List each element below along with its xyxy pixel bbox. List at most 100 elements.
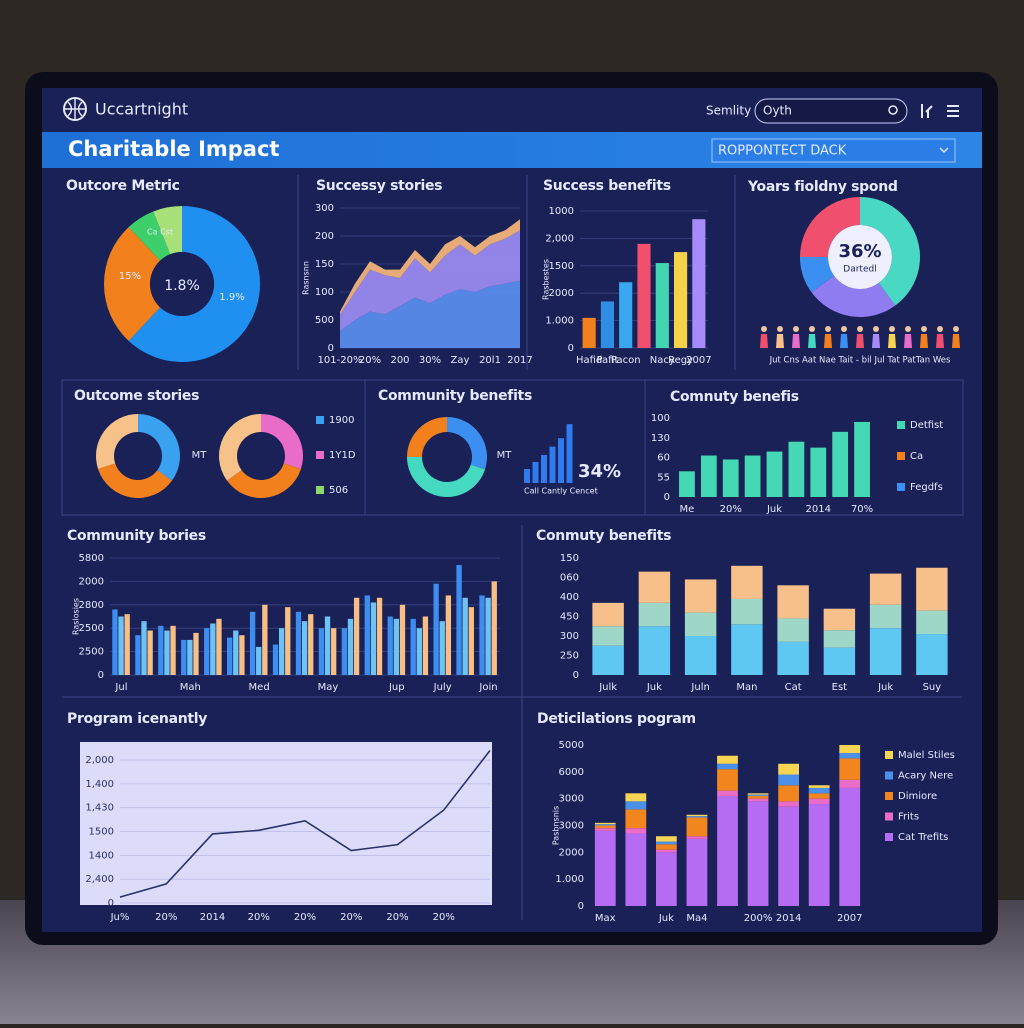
donut-slice bbox=[128, 211, 171, 261]
legend-swatch bbox=[885, 751, 893, 759]
bar-segment bbox=[717, 755, 738, 764]
chart-title: Deticilations pogram bbox=[537, 711, 696, 727]
share-icon[interactable] bbox=[921, 104, 933, 118]
bar-segment bbox=[778, 774, 799, 786]
bar-segment bbox=[747, 801, 769, 906]
annotation: 1.8% bbox=[164, 278, 200, 294]
x-tick-label: 2014 bbox=[200, 912, 225, 923]
line bbox=[119, 750, 491, 898]
y-tick-label: 1,400 bbox=[85, 779, 114, 790]
bar-segment bbox=[839, 758, 861, 780]
legend-label: Ca bbox=[910, 451, 923, 462]
donut-hole bbox=[150, 252, 214, 316]
person-head bbox=[841, 326, 847, 332]
search-box[interactable] bbox=[754, 98, 908, 124]
bar bbox=[301, 621, 308, 675]
search-icon[interactable] bbox=[888, 105, 898, 115]
bar bbox=[491, 581, 497, 675]
y-tick-label: 150 bbox=[560, 553, 579, 564]
x-tick-label: Pafit bbox=[596, 355, 618, 366]
donut-slice bbox=[800, 257, 835, 293]
bar bbox=[210, 623, 216, 675]
bar bbox=[485, 597, 491, 675]
bar-segment bbox=[625, 801, 647, 810]
donut-slice bbox=[800, 197, 860, 257]
legend-swatch bbox=[316, 486, 324, 494]
donut-slice bbox=[98, 463, 172, 498]
y-tick-label: 150 bbox=[315, 259, 334, 270]
x-tick-label: 20% bbox=[248, 912, 270, 923]
dropdown-caret[interactable] bbox=[939, 147, 949, 154]
x-tick-label: 30% bbox=[419, 355, 441, 366]
x-tick-label: 20l1 bbox=[479, 355, 501, 366]
search-label: Semlity bbox=[706, 104, 751, 118]
donut-slice bbox=[447, 417, 487, 470]
person-head bbox=[873, 326, 879, 332]
bar bbox=[582, 317, 596, 348]
x-tick-label: 200 bbox=[390, 355, 409, 366]
x-tick-label: 2007 bbox=[837, 913, 862, 924]
center-label: MT bbox=[192, 450, 208, 461]
y-tick-label: 1000 bbox=[549, 206, 574, 217]
bar bbox=[410, 618, 416, 675]
globe-lines bbox=[64, 98, 86, 120]
x-tick-label: 20% bbox=[294, 912, 316, 923]
person-head bbox=[889, 326, 895, 332]
person-head bbox=[825, 326, 831, 332]
y-tick-label: 130 bbox=[651, 433, 670, 444]
bar bbox=[308, 614, 314, 675]
x-tick-label: Join bbox=[478, 682, 497, 693]
bar bbox=[124, 614, 130, 675]
bar-segment bbox=[747, 795, 769, 799]
y-tick-label: 450 bbox=[560, 612, 579, 623]
bar bbox=[468, 607, 474, 675]
legend-label: Acary Nere bbox=[898, 771, 953, 782]
bar-segment bbox=[808, 804, 830, 906]
menu-icon[interactable] bbox=[947, 105, 959, 117]
mini-bar bbox=[532, 462, 539, 483]
x-tick-label: Med bbox=[249, 682, 270, 693]
x-tick-label: Juk bbox=[646, 682, 662, 693]
x-tick-label: 70% bbox=[851, 504, 873, 515]
bar bbox=[347, 618, 354, 675]
y-tick-label: 400 bbox=[560, 592, 579, 603]
legend-label: Malel Stiles bbox=[898, 750, 955, 761]
bar bbox=[204, 628, 210, 675]
bar bbox=[158, 625, 164, 675]
person-head bbox=[809, 326, 815, 332]
x-tick-label: Suy bbox=[923, 682, 942, 693]
mini-bar bbox=[558, 438, 564, 483]
legend-swatch bbox=[885, 771, 893, 780]
bar bbox=[272, 644, 279, 675]
x-tick-label: Max bbox=[595, 913, 616, 924]
bar-segment bbox=[638, 602, 671, 627]
donut-slice bbox=[261, 414, 303, 469]
person-head bbox=[921, 326, 927, 332]
person-body bbox=[936, 334, 944, 348]
bar bbox=[399, 604, 406, 675]
bar-segment bbox=[869, 628, 902, 675]
x-tick-label: Pacon bbox=[611, 355, 641, 366]
bar-segment bbox=[686, 817, 708, 837]
y-tick-label: 300 bbox=[560, 631, 579, 642]
bar-segment bbox=[686, 836, 708, 839]
y-tick-label: 1.000 bbox=[545, 316, 574, 327]
bar-segment bbox=[717, 795, 738, 906]
x-tick-label: Jup bbox=[388, 682, 405, 693]
y-tick-label: 3000 bbox=[559, 794, 584, 805]
x-tick-label: 101-20% bbox=[318, 355, 363, 366]
bar bbox=[416, 628, 422, 675]
bar-segment bbox=[778, 785, 799, 802]
y-tick-label: 2500 bbox=[79, 647, 104, 658]
bar bbox=[370, 602, 377, 675]
bar-segment bbox=[839, 745, 861, 754]
legend-label: Detfist bbox=[910, 420, 943, 431]
bar bbox=[216, 618, 222, 675]
mini-bar bbox=[549, 446, 556, 483]
x-tick-label: 2017 bbox=[507, 355, 532, 366]
dropdown[interactable] bbox=[711, 138, 956, 163]
person-body bbox=[920, 334, 928, 348]
bar-segment bbox=[594, 830, 616, 906]
y-tick-label: 1,430 bbox=[85, 803, 114, 814]
